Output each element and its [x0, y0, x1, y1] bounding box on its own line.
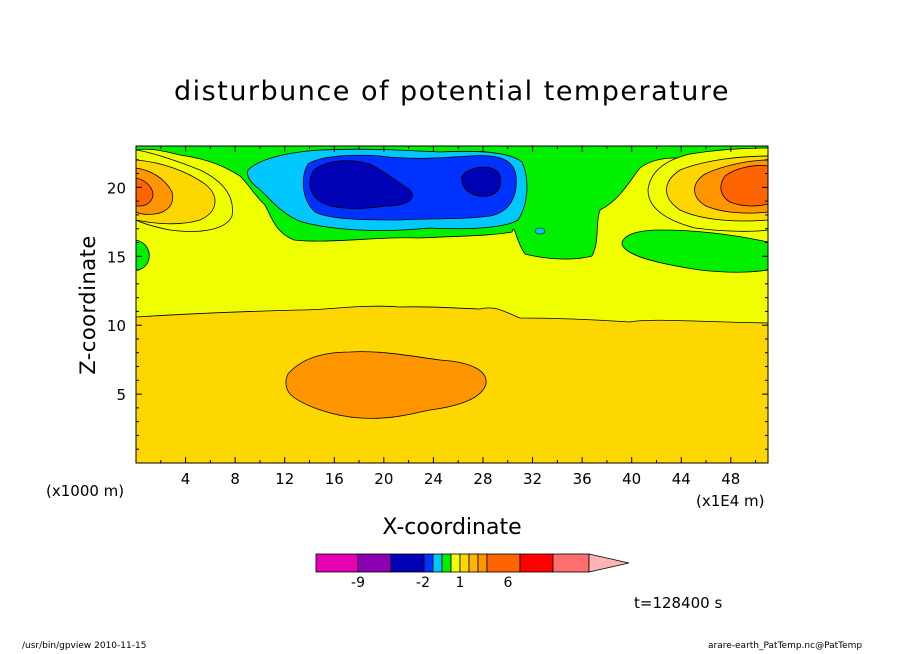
- x-tick-label: 20: [374, 470, 393, 488]
- colorbar-arrow: [588, 553, 630, 573]
- y-tick-label: 5: [116, 386, 126, 404]
- y-tick-label: 15: [107, 248, 126, 266]
- colorbar-swatch: [486, 553, 521, 573]
- colorbar-swatch: [450, 553, 461, 573]
- x-scale-label: (x1000 m): [46, 482, 125, 500]
- footer-left: /usr/bin/gpview 2010-11-15: [22, 641, 147, 651]
- x-tick-label: 48: [721, 470, 740, 488]
- colorbar-label: -9: [351, 575, 365, 591]
- x-tick-label: 24: [424, 470, 443, 488]
- warm-right-peak: [720, 165, 768, 207]
- colorbar-swatch: [441, 553, 452, 573]
- y-tick-label: 10: [107, 317, 126, 335]
- colorbar-label: -2: [416, 575, 430, 591]
- colorbar-swatch: [477, 553, 488, 573]
- x-ticks: 4 8 12 16 20 24 28 32 36 40 44 48: [160, 146, 757, 488]
- y-ticks: 5 10 15 20: [107, 159, 768, 450]
- colorbar-swatch: [315, 553, 359, 573]
- x-tick-label: 28: [473, 470, 492, 488]
- plot-frame: [135, 145, 769, 464]
- footer-right: arare-earth_PatTemp.nc@PatTemp: [708, 641, 863, 651]
- y-tick-label: 20: [107, 179, 126, 197]
- x-tick-label: 4: [181, 470, 191, 488]
- x-tick-label: 44: [672, 470, 691, 488]
- x-tick-label: 40: [622, 470, 641, 488]
- x-tick-label: 8: [230, 470, 240, 488]
- x-tick-label: 32: [523, 470, 542, 488]
- x-tick-label: 36: [573, 470, 592, 488]
- warm-left-peak: [136, 177, 154, 207]
- small-cold-spot: [534, 227, 546, 235]
- colorbar-swatch: [552, 553, 590, 573]
- warm-lower-blob: [285, 351, 487, 419]
- colorbar-swatch: [357, 553, 392, 573]
- contour-field: [136, 146, 768, 463]
- cold-core-left: [309, 160, 413, 209]
- colorbar-swatch: [423, 553, 434, 573]
- colorbar: -9 -2 1 6: [315, 553, 630, 591]
- cold-core-right: [461, 166, 502, 197]
- colorbar-label: 1: [456, 575, 465, 591]
- colorbar-swatch: [432, 553, 443, 573]
- colorbar-label: 6: [504, 575, 513, 591]
- chart-title: disturbunce of potential temperature: [174, 76, 730, 107]
- x-tick-label: 12: [275, 470, 294, 488]
- x-axis-label: X-coordinate: [382, 515, 522, 540]
- colorbar-swatch: [519, 553, 554, 573]
- colorbar-swatch: [468, 553, 479, 573]
- x-unit-label: (x1E4 m): [696, 492, 765, 510]
- colorbar-swatch: [459, 553, 470, 573]
- time-label: t=128400 s: [634, 594, 723, 612]
- x-tick-label: 16: [325, 470, 344, 488]
- colorbar-swatch: [390, 553, 425, 573]
- cool-green-right: [621, 229, 768, 273]
